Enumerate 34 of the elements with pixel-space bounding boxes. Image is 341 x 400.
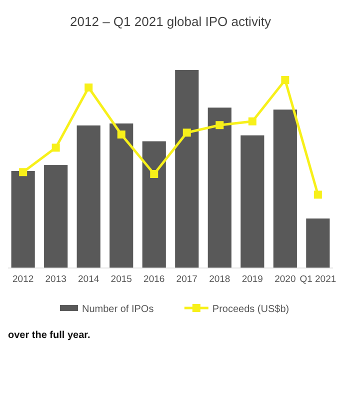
- bar: [273, 110, 297, 268]
- point: [216, 121, 224, 130]
- bar: [240, 135, 264, 268]
- bar: [76, 125, 100, 268]
- text: over the full year.: [8, 330, 90, 341]
- x-tick-label: 2019: [242, 274, 263, 285]
- bar: [142, 141, 166, 268]
- point: [84, 84, 93, 92]
- bar: [208, 108, 232, 268]
- bar: [11, 170, 35, 268]
- x-tick-label: 2015: [110, 274, 132, 285]
- bar: [175, 70, 199, 268]
- x-tick-label: 2013: [45, 274, 66, 285]
- x-tick-label: 2018: [209, 274, 230, 285]
- x-tick-label: 2014: [78, 274, 100, 285]
- x-tick-label: Q1 2021: [300, 274, 336, 285]
- point: [314, 190, 322, 199]
- point: [150, 170, 158, 178]
- point: [248, 117, 256, 126]
- point: [182, 128, 191, 137]
- point: [117, 130, 126, 139]
- point: [19, 168, 28, 176]
- x-tick-label: 2020: [274, 274, 296, 285]
- legend-label: Number of IPOs: [82, 304, 154, 315]
- point: [52, 144, 60, 152]
- bar: [44, 165, 68, 268]
- bar: [110, 123, 134, 268]
- legend-label: Proceeds (US$b): [212, 304, 290, 315]
- bar: [306, 218, 330, 268]
- chart-title: 2012 – Q1 2021 global IPO activity: [70, 14, 272, 29]
- x-tick-label: 2012: [12, 274, 34, 285]
- x-tick-label: 2016: [144, 274, 165, 285]
- point: [281, 76, 290, 84]
- x-tick-label: 2017: [176, 274, 198, 285]
